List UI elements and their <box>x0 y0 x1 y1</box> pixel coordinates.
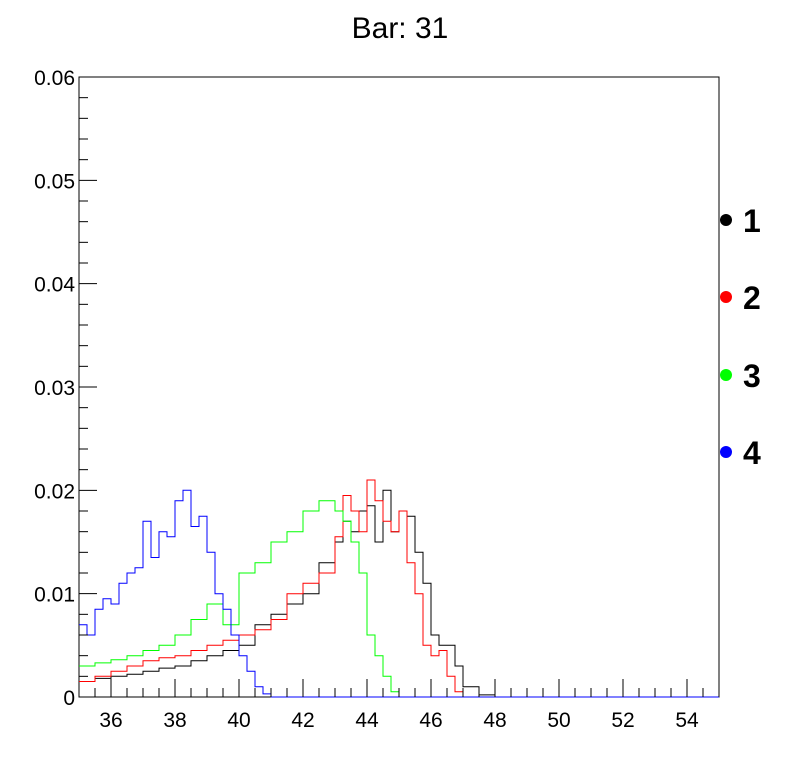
y-tick-label: 0.04 <box>34 274 75 297</box>
legend-marker-4 <box>720 446 732 458</box>
y-tick-label: 0.06 <box>34 67 75 90</box>
x-tick-label: 42 <box>291 709 314 732</box>
y-tick-label: 0.02 <box>34 480 75 503</box>
x-tick-label: 38 <box>163 709 186 732</box>
x-tick-label: 40 <box>227 709 250 732</box>
legend-label-4: 4 <box>743 435 761 471</box>
axes-layer: 36 38 40 42 44 46 48 50 52 54 0 0.01 0.02 0.03 0.04 0.0… <box>34 67 720 732</box>
x-tick-label: 36 <box>99 709 122 732</box>
x-tick-label: 44 <box>355 709 379 732</box>
y-tick-label: 0.03 <box>34 377 75 400</box>
legend-marker-2 <box>720 291 732 303</box>
x-tick-label: 46 <box>419 709 442 732</box>
legend-label-3: 3 <box>743 358 761 394</box>
x-tick-label: 54 <box>675 709 699 732</box>
x-tick-label: 50 <box>547 709 570 732</box>
chart-title: Bar: 31 <box>352 12 449 45</box>
series-4-line <box>79 489 719 698</box>
y-tick-label: 0.01 <box>34 584 75 607</box>
series-3-line <box>79 500 719 698</box>
series-layer <box>79 479 719 698</box>
y-tick-label: 0.05 <box>34 170 75 193</box>
legend-marker-3 <box>720 369 732 381</box>
y-tick-label: 0 <box>63 687 75 710</box>
x-tick-label: 52 <box>611 709 634 732</box>
legend: 1 2 3 4 <box>720 203 761 471</box>
x-tick-label: 48 <box>483 709 506 732</box>
plot-frame <box>78 76 720 698</box>
legend-label-2: 2 <box>743 280 761 316</box>
series-2-line <box>79 479 719 698</box>
legend-label-1: 1 <box>743 203 761 239</box>
legend-marker-1 <box>720 214 732 226</box>
